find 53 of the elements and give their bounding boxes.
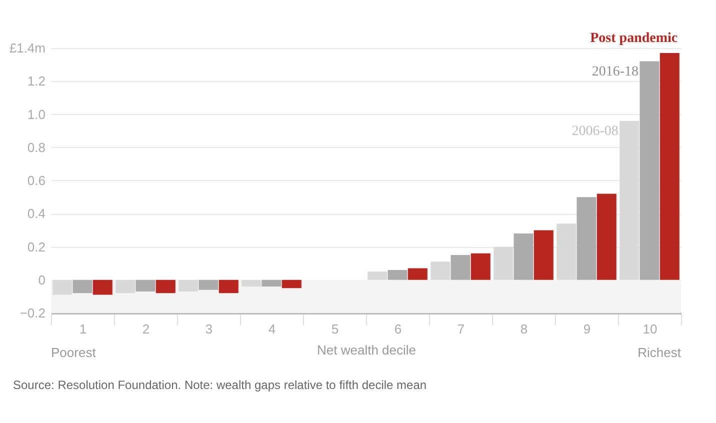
x-tick-label: 2 xyxy=(142,322,150,336)
bar xyxy=(218,280,238,294)
bar xyxy=(514,234,534,280)
bar xyxy=(470,253,490,280)
x-tick-label: 3 xyxy=(205,322,213,336)
y-tick-label: 1.0 xyxy=(27,106,46,122)
text: Richest xyxy=(638,345,682,360)
bar xyxy=(262,280,282,286)
x-tick-label: 1 xyxy=(79,322,87,336)
bar xyxy=(72,280,92,294)
bar xyxy=(242,280,262,286)
source-note: Source: Resolution Foundation. Note: wealth gaps relative to fifth decile mean xyxy=(13,378,427,392)
bar xyxy=(430,262,450,280)
bar xyxy=(556,224,576,280)
bar xyxy=(576,197,596,280)
series-label: 2006-08 xyxy=(572,124,618,139)
x-tick-label: 8 xyxy=(520,322,528,336)
bar xyxy=(388,270,408,280)
bar xyxy=(620,120,640,280)
bar xyxy=(596,194,616,280)
y-tick-label: 1.2 xyxy=(27,74,46,89)
y-tick-label: 0 xyxy=(38,272,46,288)
y-tick-label: 0.2 xyxy=(27,239,46,254)
bar xyxy=(494,246,514,280)
y-tick-label: £1.4m xyxy=(9,40,46,56)
bar xyxy=(156,280,176,294)
x-tick-label: 6 xyxy=(394,322,402,336)
y-tick-label: 0.8 xyxy=(27,140,46,155)
bar xyxy=(136,280,156,292)
bar xyxy=(178,280,198,292)
x-tick-label: 7 xyxy=(457,322,465,336)
bar xyxy=(92,280,112,295)
bar xyxy=(198,280,218,290)
bar xyxy=(660,52,680,280)
x-tick-label: 5 xyxy=(331,322,339,336)
bar xyxy=(116,280,136,294)
bar xyxy=(450,255,470,280)
series-label: 2016-18 xyxy=(592,64,638,80)
x-tick-label: 10 xyxy=(642,322,658,336)
x-tick-label: 4 xyxy=(268,322,276,336)
y-tick-label: −0.2 xyxy=(20,306,46,320)
x-axis-title: Net wealth decile xyxy=(317,342,416,358)
x-tick-label: 9 xyxy=(583,322,591,336)
y-tick-label: 0.6 xyxy=(27,173,46,188)
y-tick-label: 0.4 xyxy=(27,206,46,222)
bar xyxy=(368,272,388,280)
bar xyxy=(640,61,660,280)
bar xyxy=(534,230,554,280)
bar xyxy=(408,268,428,280)
series-label: Post pandemic xyxy=(590,30,678,46)
text: Poorest xyxy=(51,345,96,360)
bar xyxy=(282,280,302,288)
bar xyxy=(52,280,72,295)
